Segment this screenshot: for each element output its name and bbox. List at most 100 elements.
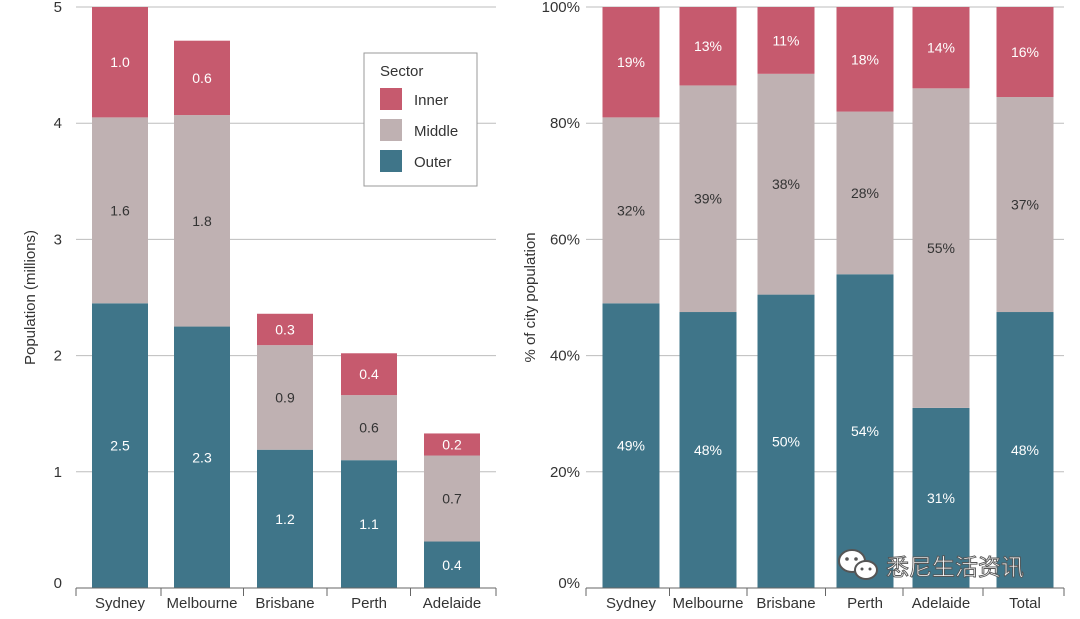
pct-x-tick-label-perth: Perth <box>847 595 883 612</box>
pop-data-label-adelaide-middle: 0.7 <box>442 491 462 507</box>
pop-bar-perth-middle <box>341 395 397 461</box>
pct-data-label-adelaide-middle: 55% <box>927 240 955 256</box>
pct-y-tick-label: 0% <box>558 575 580 592</box>
pop-bar-melbourne-inner <box>174 40 230 116</box>
pct-data-label-melbourne-inner: 13% <box>694 38 722 54</box>
pop-data-label-brisbane-outer: 1.2 <box>275 511 295 527</box>
pct-bar-brisbane-inner <box>757 7 815 74</box>
pct-bar-melbourne-middle <box>679 85 737 313</box>
pct-data-label-perth-outer: 54% <box>851 423 879 439</box>
pct-data-label-brisbane-outer: 50% <box>772 433 800 449</box>
pop-bar-sydney-inner <box>92 7 148 118</box>
pop-x-tick-label-perth: Perth <box>351 595 387 612</box>
pop-x-tick-label-adelaide: Adelaide <box>423 595 481 612</box>
pop-y-tick-label: 4 <box>54 115 62 132</box>
watermark-text: 悉尼生活资讯 <box>886 554 1024 580</box>
legend: Sector Inner Middle Outer <box>363 52 478 187</box>
pct-data-label-perth-inner: 18% <box>851 51 879 67</box>
pct-bar-adelaide-outer <box>912 407 970 588</box>
pct-bar-perth-middle <box>836 111 894 275</box>
pop-bar-adelaide-middle <box>424 455 480 542</box>
pop-bar-melbourne-outer <box>174 326 230 588</box>
pop-y-tick-label: 3 <box>54 231 62 248</box>
pop-data-label-melbourne-inner: 0.6 <box>192 70 212 86</box>
pop-data-label-perth-middle: 0.6 <box>359 420 379 436</box>
pop-bar-brisbane-middle <box>257 345 313 450</box>
pct-bar-perth-outer <box>836 274 894 588</box>
pct-data-label-total-outer: 48% <box>1011 442 1039 458</box>
legend-label-middle: Middle <box>414 123 458 140</box>
pop-bar-perth-inner <box>341 353 397 396</box>
pop-data-label-perth-inner: 0.4 <box>359 366 379 382</box>
pop-y-tick-label: 5 <box>54 0 62 16</box>
pop-bar-perth-outer <box>341 460 397 588</box>
pct-y-tick-label: 80% <box>550 115 580 132</box>
pop-bar-brisbane-outer <box>257 449 313 588</box>
pct-x-tick-label-brisbane: Brisbane <box>756 595 815 612</box>
pop-data-label-sydney-outer: 2.5 <box>110 438 130 454</box>
pop-bar-sydney-middle <box>92 117 148 304</box>
pct-y-tick-label: 60% <box>550 231 580 248</box>
pct-y-tick-label: 20% <box>550 464 580 481</box>
pop-x-tick-label-melbourne: Melbourne <box>167 595 238 612</box>
legend-swatch-inner <box>380 88 402 110</box>
legend-label-outer: Outer <box>414 154 452 171</box>
pct-bar-sydney-middle <box>602 117 660 304</box>
pop-y-tick-label: 1 <box>54 464 62 481</box>
pct-bar-sydney-inner <box>602 7 660 118</box>
pop-bar-adelaide-outer <box>424 541 480 588</box>
pct-bar-perth-inner <box>836 7 894 112</box>
pct-y-axis-label: % of city population <box>522 232 539 362</box>
pct-bar-brisbane-outer <box>757 294 815 588</box>
pop-data-label-melbourne-middle: 1.8 <box>192 213 212 229</box>
pop-data-label-sydney-inner: 1.0 <box>110 54 130 70</box>
pct-data-label-total-inner: 16% <box>1011 44 1039 60</box>
pct-data-label-sydney-inner: 19% <box>617 54 645 70</box>
pop-y-tick-label: 0 <box>54 575 62 592</box>
pct-data-label-sydney-middle: 32% <box>617 202 645 218</box>
legend-title: Sector <box>380 63 423 80</box>
pop-y-axis-label: Population (millions) <box>22 230 39 365</box>
pct-bar-brisbane-middle <box>757 73 815 295</box>
pct-x-tick-label-sydney: Sydney <box>606 595 657 612</box>
pop-data-label-adelaide-outer: 0.4 <box>442 557 462 573</box>
legend-label-inner: Inner <box>414 92 448 109</box>
legend-swatch-outer <box>380 150 402 172</box>
pct-bar-total-middle <box>996 97 1054 313</box>
pct-y-tick-label: 40% <box>550 348 580 365</box>
pop-data-label-brisbane-inner: 0.3 <box>275 321 295 337</box>
population-chart: 0 1 2 3 4 5 Population (millions) 2.5 1.6 1.0 2.3 1… <box>22 0 497 612</box>
pct-bar-total-outer <box>996 312 1054 588</box>
percentage-chart: 0% 20% 40% 60% 80% 100% % of city population 49… <box>522 0 1065 612</box>
pct-data-label-sydney-outer: 49% <box>617 438 645 454</box>
pop-data-label-perth-outer: 1.1 <box>359 516 379 532</box>
pct-data-label-total-middle: 37% <box>1011 197 1039 213</box>
pct-x-tick-label-melbourne: Melbourne <box>673 595 744 612</box>
pct-data-label-melbourne-outer: 48% <box>694 442 722 458</box>
pop-bar-adelaide-inner <box>424 433 480 456</box>
watermark: 悉尼生活资讯 <box>838 549 1024 580</box>
pct-data-label-brisbane-middle: 38% <box>772 176 800 192</box>
pct-data-label-brisbane-inner: 11% <box>773 32 800 48</box>
pct-data-label-adelaide-outer: 31% <box>927 490 955 506</box>
pct-bar-sydney-outer <box>602 303 660 588</box>
pct-y-tick-label: 100% <box>542 0 580 16</box>
pct-data-label-perth-middle: 28% <box>851 185 879 201</box>
pct-data-label-adelaide-inner: 14% <box>927 40 955 56</box>
pop-data-label-brisbane-middle: 0.9 <box>275 389 295 405</box>
pct-bar-adelaide-inner <box>912 7 970 89</box>
pct-data-label-melbourne-middle: 39% <box>694 191 722 207</box>
pop-bar-melbourne-middle <box>174 115 230 327</box>
pop-x-tick-label-brisbane: Brisbane <box>255 595 314 612</box>
pop-data-label-melbourne-outer: 2.3 <box>192 449 212 465</box>
pct-bar-melbourne-outer <box>679 312 737 588</box>
pop-y-tick-label: 2 <box>54 348 62 365</box>
pct-bar-adelaide-middle <box>912 88 970 408</box>
pop-x-tick-label-sydney: Sydney <box>95 595 146 612</box>
pct-x-tick-label-total: Total <box>1009 595 1041 612</box>
legend-swatch-middle <box>380 119 402 141</box>
wechat-icon <box>838 549 878 580</box>
pop-bar-brisbane-inner <box>257 313 313 346</box>
